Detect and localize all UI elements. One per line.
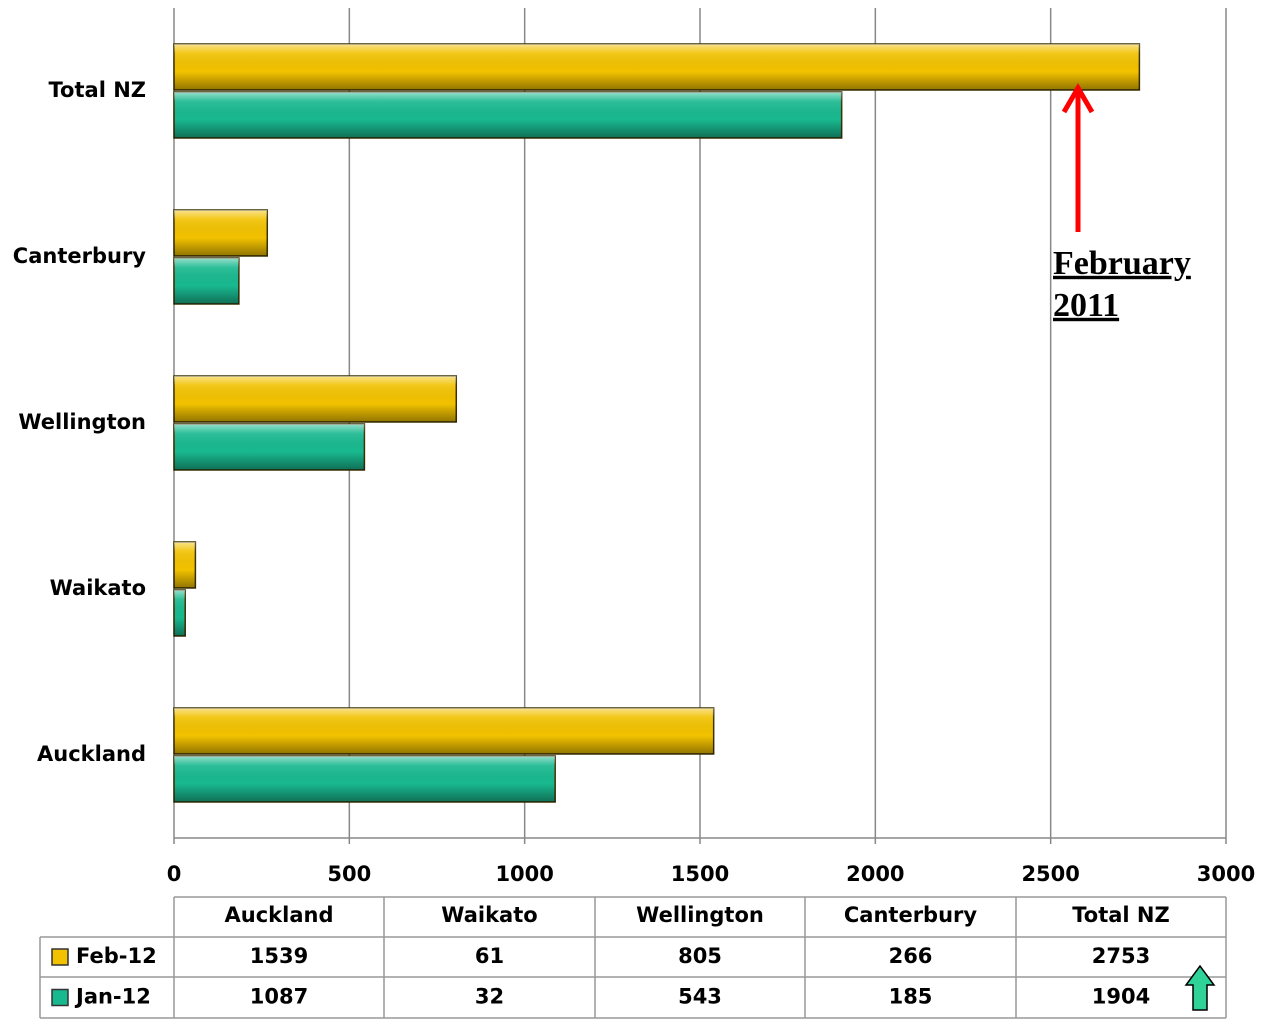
bar-bevel <box>174 756 556 802</box>
x-tick-label: 3000 <box>1197 862 1255 886</box>
table-header: Canterbury <box>844 903 978 927</box>
x-tick-label: 2500 <box>1021 862 1079 886</box>
table-value: 1904 <box>1092 985 1150 1009</box>
legend-label: Feb-12 <box>76 944 157 968</box>
table-value: 61 <box>475 944 504 968</box>
x-tick-label: 1500 <box>671 862 729 886</box>
table-header: Wellington <box>636 903 764 927</box>
bar-bevel <box>174 210 268 256</box>
y-tick-label: Auckland <box>37 742 146 766</box>
y-tick-label: Waikato <box>50 576 146 600</box>
bar-bevel <box>174 708 714 754</box>
table-header: Auckland <box>225 903 334 927</box>
annotation: February <box>1053 245 1191 282</box>
legend-label: Jan-12 <box>74 985 151 1009</box>
y-tick-label: Canterbury <box>13 244 147 268</box>
table-header: Waikato <box>441 903 537 927</box>
x-tick-label: 2000 <box>846 862 904 886</box>
x-tick-label: 500 <box>327 862 371 886</box>
table-value: 185 <box>889 985 933 1009</box>
bar-bevel <box>174 542 196 588</box>
x-tick-label: 0 <box>167 862 182 886</box>
x-tick-label: 1000 <box>495 862 553 886</box>
table-value: 1539 <box>250 944 308 968</box>
bar-bevel <box>174 44 1140 90</box>
annotation: 2011 <box>1053 287 1119 324</box>
table-value: 1087 <box>250 985 308 1009</box>
table-value: 543 <box>678 985 722 1009</box>
bar-bevel <box>174 258 239 304</box>
bar-bevel <box>174 424 365 470</box>
table-header: Total NZ <box>1072 903 1169 927</box>
y-tick-label: Total NZ <box>49 78 146 102</box>
legend-swatch <box>51 948 69 966</box>
table-value: 2753 <box>1092 944 1150 968</box>
table-value: 32 <box>475 985 504 1009</box>
bar-bevel <box>174 376 457 422</box>
table-value: 266 <box>889 944 933 968</box>
bar-bevel <box>174 590 186 636</box>
y-tick-label: Wellington <box>18 410 146 434</box>
table-value: 805 <box>678 944 722 968</box>
legend-swatch <box>51 988 69 1007</box>
bar-bevel <box>174 92 842 138</box>
table-arrow-icon <box>1184 964 1216 1011</box>
annotation-arrowhead <box>1061 83 1095 114</box>
